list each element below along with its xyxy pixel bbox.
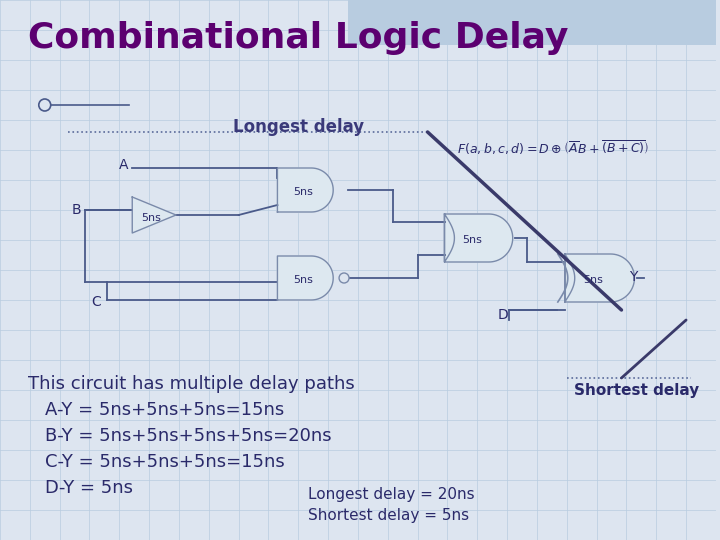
Text: Combinational Logic Delay: Combinational Logic Delay: [28, 21, 568, 55]
Text: B-Y = 5ns+5ns+5ns+5ns=20ns: B-Y = 5ns+5ns+5ns+5ns=20ns: [45, 427, 331, 445]
Text: C-Y = 5ns+5ns+5ns=15ns: C-Y = 5ns+5ns+5ns=15ns: [45, 453, 284, 471]
Polygon shape: [564, 254, 634, 302]
Text: C: C: [91, 295, 102, 309]
Text: Shortest delay = 5ns: Shortest delay = 5ns: [308, 508, 469, 523]
Polygon shape: [277, 168, 311, 212]
Text: A: A: [120, 158, 129, 172]
Text: 5ns: 5ns: [584, 275, 603, 285]
Text: $F(a,b,c,d)=D\oplus\left(\overline{A}B+\overline{(B+C)}\right)$: $F(a,b,c,d)=D\oplus\left(\overline{A}B+\…: [457, 139, 649, 157]
Text: D: D: [498, 308, 508, 322]
Text: 5ns: 5ns: [293, 187, 313, 197]
Bar: [348, 0, 716, 45]
Text: Longest delay = 20ns: Longest delay = 20ns: [308, 487, 475, 502]
Text: 5ns: 5ns: [293, 275, 313, 285]
Polygon shape: [277, 256, 311, 300]
Text: B: B: [71, 203, 81, 217]
Text: A-Y = 5ns+5ns+5ns=15ns: A-Y = 5ns+5ns+5ns=15ns: [45, 401, 284, 419]
Polygon shape: [277, 168, 333, 212]
Polygon shape: [132, 197, 176, 233]
Text: 5ns: 5ns: [462, 235, 482, 245]
Text: Shortest delay: Shortest delay: [574, 383, 699, 398]
Polygon shape: [277, 256, 333, 300]
Text: D-Y = 5ns: D-Y = 5ns: [45, 479, 132, 497]
Text: 5ns: 5ns: [141, 213, 161, 223]
Text: Y: Y: [629, 270, 638, 284]
Text: This circuit has multiple delay paths: This circuit has multiple delay paths: [28, 375, 354, 393]
Circle shape: [339, 273, 349, 283]
Text: Longest delay: Longest delay: [233, 118, 364, 136]
Polygon shape: [444, 214, 513, 262]
